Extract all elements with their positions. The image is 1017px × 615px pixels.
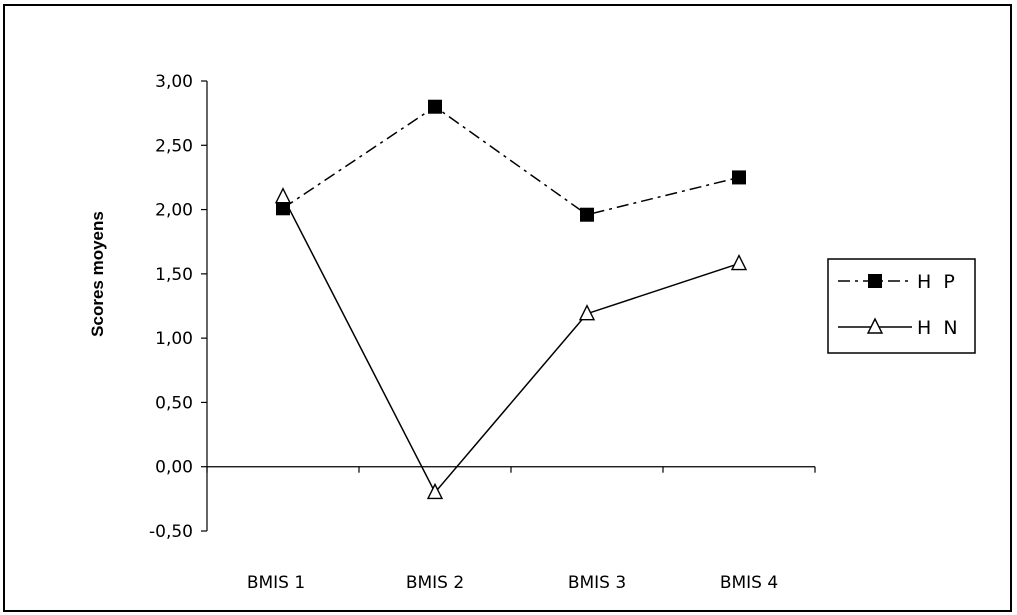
data-point-square — [428, 99, 442, 114]
series-line — [282, 105, 740, 216]
axes — [201, 80, 816, 532]
series-line — [282, 196, 740, 494]
y-tick-label: 0,50 — [155, 393, 193, 413]
data-point-triangle — [730, 254, 748, 271]
series-1 — [276, 99, 746, 222]
y-tick-label: -0,50 — [149, 522, 193, 542]
y-tick-label: 0,00 — [155, 458, 193, 478]
x-tick-label: BMIS 2 — [406, 573, 464, 593]
legend-box — [827, 258, 976, 354]
series-layer — [274, 99, 748, 500]
series-2 — [274, 187, 748, 500]
y-tick-label: 1,50 — [155, 265, 193, 285]
y-tick-label: 1,00 — [155, 329, 193, 349]
x-tick-label: BMIS 3 — [568, 573, 626, 593]
data-point-square — [732, 170, 746, 185]
y-tick-label: 2,50 — [155, 136, 193, 156]
data-point-triangle — [578, 304, 596, 321]
data-point-triangle — [274, 187, 292, 204]
y-tick-labels: 3,00 2,50 2,00 1,50 1,00 0,50 0,00 -0,50 — [149, 72, 193, 542]
legend: H P H N — [827, 258, 976, 354]
x-tick-labels: BMIS 1 BMIS 2 BMIS 3 BMIS 4 — [247, 573, 778, 593]
data-point-triangle — [426, 482, 444, 500]
data-point-square — [580, 207, 594, 222]
x-tick-label: BMIS 1 — [247, 573, 305, 593]
legend-label: H P — [917, 271, 958, 293]
legend-marker-triangle — [866, 317, 884, 334]
x-tick-label: BMIS 4 — [720, 573, 778, 593]
y-tick-label: 2,00 — [155, 201, 193, 221]
y-tick-label: 3,00 — [155, 72, 193, 92]
legend-marker-square — [868, 274, 882, 288]
y-axis-label: Scores moyens — [88, 211, 107, 337]
legend-label: H N — [917, 317, 961, 339]
